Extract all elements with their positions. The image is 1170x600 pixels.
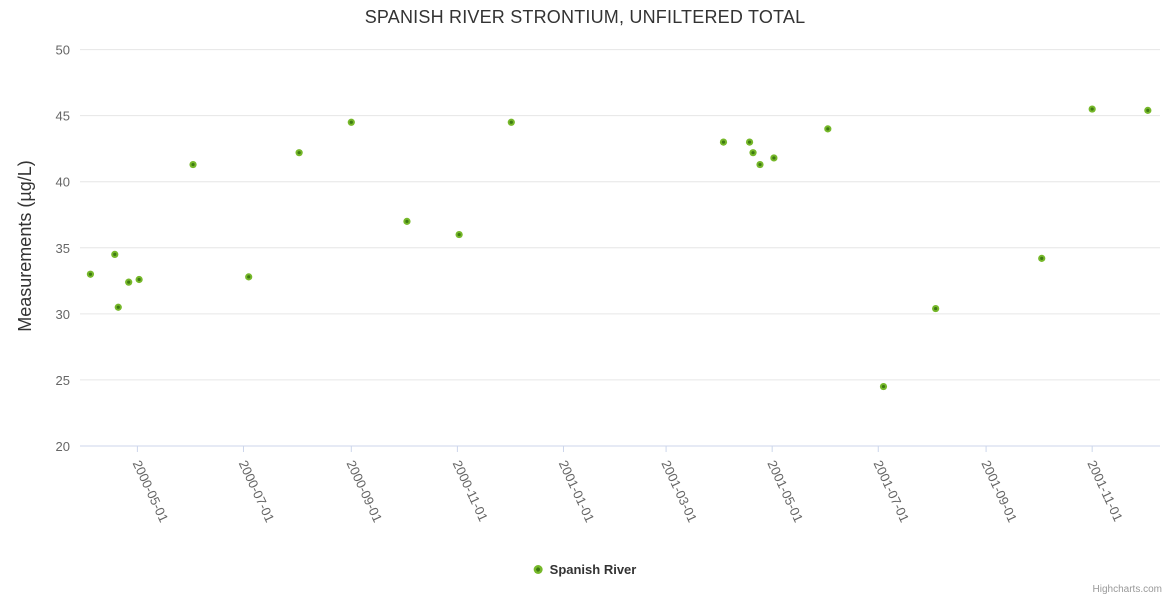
y-axis-label: 35	[56, 241, 70, 256]
data-point[interactable]	[347, 118, 355, 126]
data-point[interactable]	[879, 382, 888, 391]
x-axis-label: 2000-07-01	[236, 458, 278, 525]
highcharts-credit[interactable]: Highcharts.com	[1092, 584, 1162, 595]
data-point[interactable]	[245, 273, 253, 281]
data-point-marker-center	[758, 162, 762, 167]
data-point-marker-center	[509, 120, 513, 124]
data-point[interactable]	[403, 217, 411, 225]
data-point-marker-center	[297, 151, 301, 155]
data-point[interactable]	[114, 303, 122, 311]
data-point[interactable]	[749, 149, 757, 157]
data-point[interactable]	[135, 275, 143, 284]
legend-marker-icon	[533, 565, 543, 574]
x-axis-label: 2000-11-01	[450, 458, 491, 524]
data-point[interactable]	[507, 118, 515, 126]
data-point[interactable]	[1038, 254, 1046, 262]
x-axis-label: 2001-09-01	[978, 458, 1020, 525]
y-axis-label: 20	[56, 439, 70, 454]
data-point[interactable]	[719, 138, 728, 146]
x-axis-label: 2001-03-01	[658, 458, 700, 525]
y-axis-label: 50	[56, 43, 70, 58]
data-point[interactable]	[111, 250, 119, 259]
data-point[interactable]	[125, 278, 133, 286]
data-point-marker-center	[1146, 108, 1150, 112]
data-point-marker-center	[751, 151, 755, 155]
data-point-marker-center	[137, 277, 141, 282]
data-point-marker-center	[934, 306, 938, 311]
y-axis-label: 40	[56, 175, 70, 190]
data-point-marker-center	[826, 127, 830, 131]
x-axis-label: 2000-05-01	[130, 458, 172, 525]
data-point[interactable]	[745, 138, 754, 146]
data-point-marker-center	[405, 219, 409, 223]
data-point-marker-center	[349, 120, 353, 124]
legend-label: Spanish River	[549, 562, 637, 577]
data-point-marker-center	[1090, 107, 1094, 111]
x-axis-label: 2001-11-01	[1084, 458, 1125, 524]
x-axis-label: 2001-07-01	[871, 458, 913, 525]
data-point[interactable]	[1088, 105, 1096, 113]
legend-item-spanish-river[interactable]: Spanish River	[533, 562, 637, 577]
data-point[interactable]	[189, 160, 197, 169]
data-point-marker-center	[881, 384, 886, 389]
data-point[interactable]	[932, 304, 940, 313]
data-point-marker-center	[113, 252, 117, 257]
data-point-marker-center	[457, 232, 461, 237]
data-point-marker-center	[127, 280, 131, 284]
data-point[interactable]	[1144, 106, 1152, 114]
data-point[interactable]	[295, 149, 303, 157]
data-point-marker-center	[1040, 256, 1044, 260]
data-point[interactable]	[86, 270, 95, 278]
data-point-marker-center	[247, 275, 251, 279]
y-axis-label: 25	[56, 373, 70, 388]
data-point-marker-center	[116, 305, 120, 309]
data-point[interactable]	[824, 125, 832, 133]
data-point[interactable]	[770, 154, 778, 162]
data-point-marker-center	[721, 140, 726, 144]
data-point-marker-center	[88, 272, 93, 276]
x-axis-label: 2000-09-01	[344, 458, 386, 525]
y-axis-label: 30	[56, 307, 70, 322]
data-point[interactable]	[756, 160, 764, 169]
y-axis-label: 45	[56, 109, 70, 124]
data-point-marker-center	[191, 162, 195, 167]
chart-title: SPANISH RIVER STRONTIUM, UNFILTERED TOTA…	[364, 7, 806, 27]
data-point[interactable]	[455, 230, 463, 239]
x-axis-label: 2001-05-01	[764, 458, 806, 525]
data-point-marker-center	[747, 140, 752, 144]
x-axis-label: 2001-01-01	[556, 458, 598, 525]
data-point-marker-center	[772, 156, 776, 160]
